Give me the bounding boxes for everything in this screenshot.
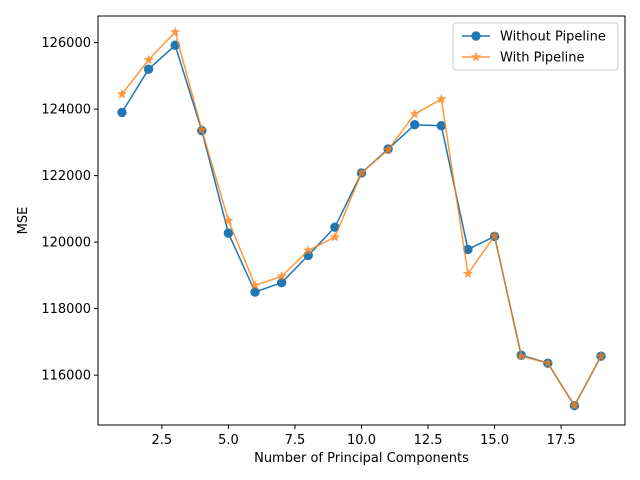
data-point-without-pipeline <box>223 228 234 238</box>
x-tick-label: 15.0 <box>480 433 509 448</box>
y-tick-label: 122000 <box>41 169 91 184</box>
legend-marker <box>471 31 481 41</box>
x-tick-label: 7.5 <box>285 433 306 448</box>
x-tick-label: 12.5 <box>414 433 443 448</box>
data-point-with-pipeline <box>595 350 607 361</box>
legend: Without Pipeline With Pipeline <box>452 22 619 71</box>
data-point-with-pipeline <box>276 271 287 281</box>
data-point-with-pipeline <box>143 54 154 65</box>
data-point-with-pipeline <box>303 245 314 255</box>
y-tick-label: 118000 <box>41 302 91 317</box>
data-point-without-pipeline <box>410 120 420 130</box>
y-tick-label: 116000 <box>41 369 91 384</box>
data-point-with-pipeline <box>489 230 500 241</box>
x-axis: 2.5 5.0 7.5 10.0 12.5 15.0 17.5 <box>152 425 576 448</box>
data-point-with-pipeline <box>516 350 527 361</box>
legend-box <box>452 22 619 71</box>
y-axis: 116000 118000 120000 122000 124000 126000 <box>41 36 98 384</box>
legend-label: With Pipeline <box>500 51 585 66</box>
data-point-with-pipeline <box>356 167 367 178</box>
data-point-with-pipeline <box>249 279 261 290</box>
y-axis-label: MSE <box>16 207 31 235</box>
data-point-with-pipeline <box>542 357 553 368</box>
legend-entry-with-pipeline <box>462 51 490 62</box>
x-axis-label: Number of Principal Components <box>254 451 469 466</box>
series-layer <box>116 26 607 411</box>
data-point-without-pipeline <box>250 287 260 297</box>
data-point-without-pipeline <box>117 107 127 118</box>
series-line-with-pipeline <box>121 31 602 407</box>
x-tick-label: 2.5 <box>152 433 173 448</box>
data-point-with-pipeline <box>170 26 181 37</box>
x-tick-label: 5.0 <box>218 433 239 448</box>
legend-label: Without Pipeline <box>500 30 606 45</box>
series-without-pipeline <box>117 40 606 411</box>
data-point-without-pipeline <box>276 277 287 288</box>
x-tick-label: 10.0 <box>347 433 376 448</box>
y-tick-label: 126000 <box>41 36 91 51</box>
data-point-with-pipeline <box>462 268 474 279</box>
data-point-with-pipeline <box>329 231 340 242</box>
data-point-with-pipeline <box>436 93 447 104</box>
y-tick-label: 124000 <box>41 103 91 118</box>
legend-marker <box>470 51 482 62</box>
data-point-with-pipeline <box>383 144 394 154</box>
data-point-with-pipeline <box>569 400 580 411</box>
series-with-pipeline <box>116 26 607 411</box>
legend-entry-without-pipeline <box>462 31 490 41</box>
data-point-with-pipeline <box>196 124 207 135</box>
data-point-with-pipeline <box>116 88 128 99</box>
data-point-without-pipeline <box>143 64 154 74</box>
data-point-with-pipeline <box>409 108 420 119</box>
y-tick-label: 120000 <box>41 236 91 251</box>
x-tick-label: 17.5 <box>547 433 576 448</box>
data-point-with-pipeline <box>223 215 234 225</box>
